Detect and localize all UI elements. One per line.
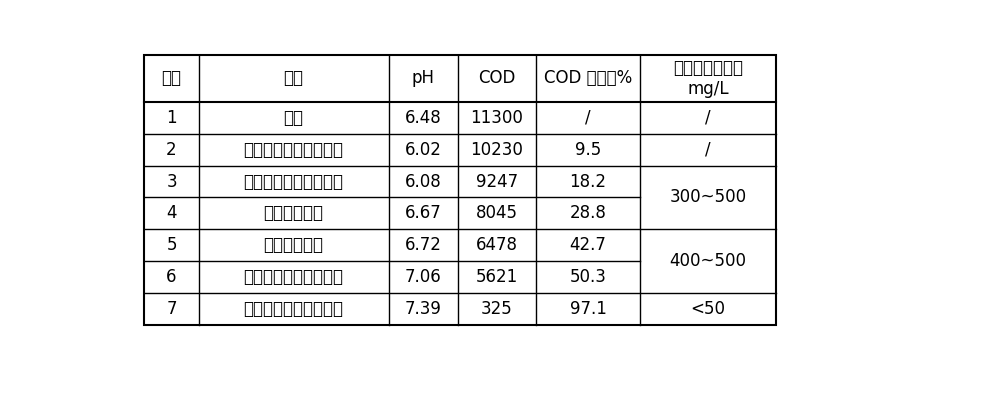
Text: 8045: 8045	[476, 204, 518, 222]
Text: 6.48: 6.48	[405, 109, 442, 127]
Text: 絮状污泥反应单元出口: 絮状污泥反应单元出口	[244, 173, 344, 191]
Text: 6.08: 6.08	[405, 173, 442, 191]
Text: <50: <50	[691, 300, 726, 318]
Text: 6478: 6478	[476, 236, 518, 254]
Text: /: /	[585, 109, 591, 127]
Text: 97.1: 97.1	[570, 300, 606, 318]
Text: 颗粒污泥反应单元进口: 颗粒污泥反应单元进口	[244, 268, 344, 286]
Text: 颗粒污泥反应单元出口: 颗粒污泥反应单元出口	[244, 300, 344, 318]
Text: 过渡单元进口: 过渡单元进口	[264, 204, 324, 222]
Text: 10230: 10230	[471, 141, 523, 159]
Text: 1: 1	[166, 109, 177, 127]
Text: pH: pH	[412, 69, 435, 87]
Text: 序号: 序号	[162, 69, 182, 87]
Text: COD: COD	[478, 69, 516, 87]
Text: 7.06: 7.06	[405, 268, 442, 286]
Text: 300~500: 300~500	[670, 188, 747, 206]
Text: 9247: 9247	[476, 173, 518, 191]
Text: 11300: 11300	[471, 109, 523, 127]
Text: 6.72: 6.72	[405, 236, 442, 254]
Text: 7: 7	[166, 300, 177, 318]
Text: 50.3: 50.3	[570, 268, 606, 286]
Text: 28.8: 28.8	[570, 204, 606, 222]
Text: 6.67: 6.67	[405, 204, 442, 222]
Text: 6.02: 6.02	[405, 141, 442, 159]
Text: 42.7: 42.7	[570, 236, 606, 254]
Text: 9.5: 9.5	[575, 141, 601, 159]
Text: 400~500: 400~500	[670, 252, 747, 270]
Text: 废水: 废水	[284, 69, 304, 87]
Text: 18.2: 18.2	[570, 173, 607, 191]
Text: 5621: 5621	[476, 268, 518, 286]
Bar	[144, 55, 776, 325]
Text: /: /	[705, 141, 711, 159]
Text: /: /	[705, 109, 711, 127]
Text: 出水中污泥浓度
mg/L: 出水中污泥浓度 mg/L	[673, 59, 743, 98]
Text: 6: 6	[166, 268, 177, 286]
Text: 5: 5	[166, 236, 177, 254]
Text: 2: 2	[166, 141, 177, 159]
Text: 3: 3	[166, 173, 177, 191]
Text: 325: 325	[481, 300, 513, 318]
Text: 絮状污泥反应单元进口: 絮状污泥反应单元进口	[244, 141, 344, 159]
Text: 4: 4	[166, 204, 177, 222]
Text: 7.39: 7.39	[405, 300, 442, 318]
Text: 原水: 原水	[284, 109, 304, 127]
Text: 过渡单元出口: 过渡单元出口	[264, 236, 324, 254]
Text: COD 去除率%: COD 去除率%	[544, 69, 632, 87]
